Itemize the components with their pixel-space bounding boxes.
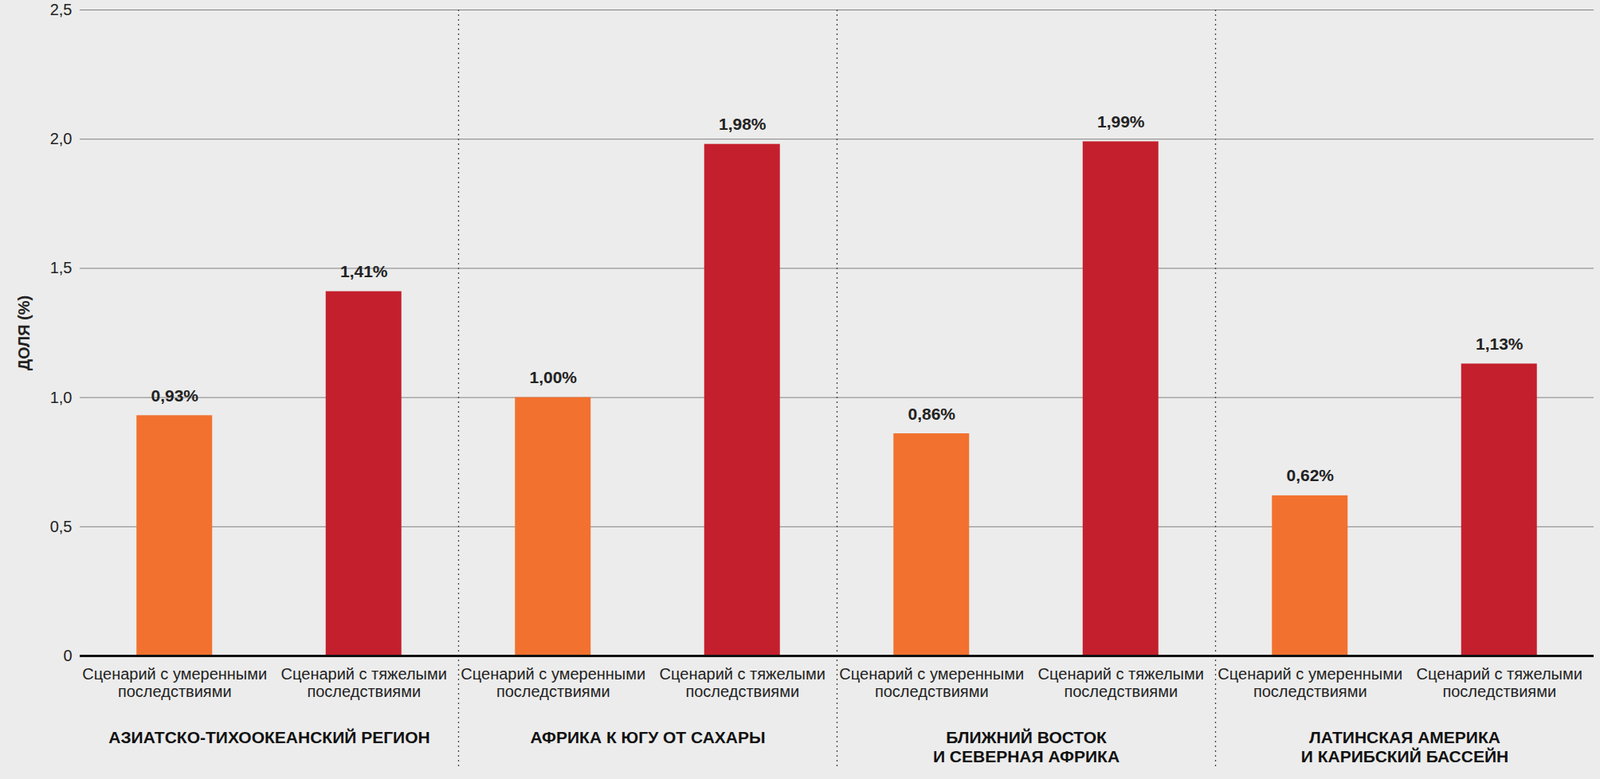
svg-text:БЛИЖНИЙ ВОСТОКИ СЕВЕРНАЯ АФРИК: БЛИЖНИЙ ВОСТОКИ СЕВЕРНАЯ АФРИКА: [933, 728, 1120, 766]
svg-text:2,0: 2,0: [50, 129, 73, 148]
svg-text:1,5: 1,5: [50, 258, 73, 277]
svg-text:ЛАТИНСКАЯ АМЕРИКАИ КАРИБСКИЙ Б: ЛАТИНСКАЯ АМЕРИКАИ КАРИБСКИЙ БАССЕЙН: [1301, 728, 1509, 766]
svg-text:1,00%: 1,00%: [529, 368, 577, 387]
svg-text:Сценарий с тяжелымипоследствия: Сценарий с тяжелымипоследствиями: [1416, 665, 1583, 701]
svg-text:Сценарий с умереннымипоследств: Сценарий с умереннымипоследствиями: [82, 665, 267, 701]
svg-text:Сценарий с умереннымипоследств: Сценарий с умереннымипоследствиями: [839, 665, 1024, 701]
svg-text:АЗИАТСКО-ТИХООКЕАНСКИЙ РЕГИОН: АЗИАТСКО-ТИХООКЕАНСКИЙ РЕГИОН: [108, 728, 430, 747]
svg-text:Сценарий с умереннымипоследств: Сценарий с умереннымипоследствиями: [1217, 665, 1403, 701]
svg-text:2,5: 2,5: [50, 0, 73, 19]
svg-text:0,86%: 0,86%: [907, 404, 956, 424]
svg-text:Сценарий с тяжелымипоследствия: Сценарий с тяжелымипоследствиями: [281, 665, 448, 701]
svg-text:Сценарий с тяжелымипоследствия: Сценарий с тяжелымипоследствиями: [1038, 665, 1204, 701]
svg-text:0,5: 0,5: [50, 517, 73, 536]
svg-text:АФРИКА К ЮГУ ОТ САХАРЫ: АФРИКА К ЮГУ ОТ САХАРЫ: [529, 728, 765, 747]
svg-text:ДОЛЯ (%): ДОЛЯ (%): [15, 295, 33, 371]
svg-text:Сценарий с тяжелымипоследствия: Сценарий с тяжелымипоследствиями: [659, 665, 826, 701]
svg-text:1,0: 1,0: [50, 388, 73, 407]
svg-text:1,13%: 1,13%: [1475, 334, 1524, 353]
svg-text:Сценарий с умереннымипоследств: Сценарий с умереннымипоследствиями: [460, 665, 646, 701]
svg-text:1,98%: 1,98%: [718, 114, 767, 134]
svg-text:1,99%: 1,99%: [1097, 112, 1146, 131]
svg-text:1,41%: 1,41%: [340, 262, 389, 281]
svg-text:0,62%: 0,62%: [1286, 466, 1334, 485]
svg-text:0,93%: 0,93%: [150, 386, 199, 405]
svg-text:0: 0: [62, 647, 72, 665]
